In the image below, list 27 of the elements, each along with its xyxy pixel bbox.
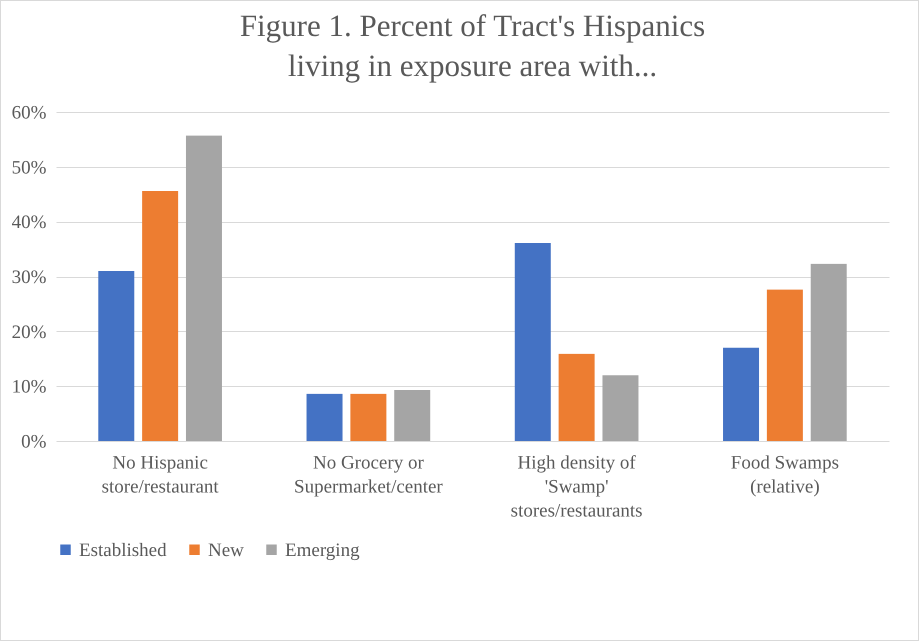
y-tick-label: 40% [12,212,47,234]
legend-label: New [208,540,244,561]
y-tick-label: 60% [12,102,47,124]
x-tick-label: High density of 'Swamp' stores/restaurants [510,452,643,522]
x-tick-label: No Grocery or Supermarket/center [294,452,444,498]
legend-label: Emerging [285,540,360,561]
bar [142,190,178,441]
bar [723,348,760,441]
bar [810,264,847,441]
bar [186,136,222,441]
y-tick-label: 0% [21,432,47,452]
bar [514,243,551,441]
y-tick-label: 20% [12,322,47,343]
bar [766,290,803,441]
legend-label: Established [79,540,168,561]
bar [558,354,595,441]
bar [394,390,430,441]
x-tick-label: Food Swamps (relative) [730,452,839,498]
x-tick-label: No Hispanic store/restaurant [102,452,220,498]
chart-title: Figure 1. Percent of Tract's Hispanics living in exposure area with... [240,8,706,83]
bar [98,271,134,441]
y-tick-label: 30% [12,267,47,288]
bar [350,394,386,441]
bar [306,394,343,441]
bar [602,375,638,441]
y-tick-label: 50% [12,157,47,178]
y-tick-label: 10% [12,376,47,398]
